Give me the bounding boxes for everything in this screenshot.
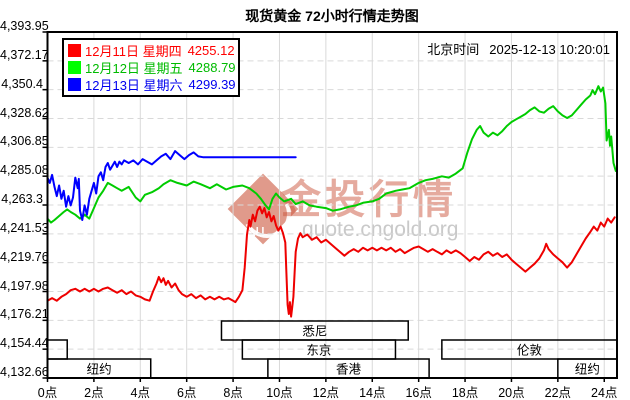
legend-row-friday: 12月12日 星期五 4288.79 [68,59,238,76]
x-axis-label: 18点 [451,386,479,400]
x-axis-label: 0点 [37,386,58,400]
y-axis-label: 4,306.85 [0,134,49,149]
session-label: 香港 [336,363,362,377]
legend-row-thursday: 12月11日 星期四 4255.12 [68,42,238,59]
x-axis-label: 2点 [84,386,104,400]
session-label: 东京 [306,344,331,358]
x-axis-label: 8点 [223,386,243,400]
x-axis-label: 14点 [359,386,386,400]
legend-swatch-blue [68,77,81,91]
x-axis-label: 10点 [266,386,293,400]
x-axis-label: 6点 [176,386,197,400]
legend-date: 12月12日 星期五 [85,60,183,76]
legend-close-value: 4255.12 [187,42,235,58]
x-axis-label: 22点 [544,386,572,400]
y-axis-label: 4,263.3 [1,192,43,206]
page-title: 现货黄金 72小时行情走势图 [245,8,419,24]
x-axis-label: 12点 [312,386,340,400]
y-axis-label: 4,241.53 [0,220,49,235]
x-axis-label: 4点 [130,386,150,400]
x-axis-label: 24点 [591,386,618,400]
y-axis-label: 4,285.08 [0,163,49,178]
session-label: 伦敦 [517,343,543,358]
y-axis-label: 4,219.76 [0,249,49,264]
beijing-time: 北京时间 2025-12-13 10:20:01 [427,39,610,58]
chart-legend: 12月11日 星期四 4255.12 12月12日 星期五 4288.79 12… [62,38,240,97]
x-axis-label: 16点 [405,386,432,400]
watermark-brand-text: 金投行情 [281,178,457,222]
legend-swatch-green [68,60,81,74]
y-axis-label: 4,393.95 [0,19,49,33]
price-line [46,150,297,221]
y-axis-label: 4,176.21 [0,307,49,322]
price-line [46,205,616,318]
session-label: 纽约 [87,362,112,377]
session-label: 悉尼 [302,325,327,339]
watermark-site-url: quote.cngold.org [302,218,459,241]
session-label: 纽约 [575,362,600,377]
y-axis-label: 4,328.62 [0,105,49,120]
legend-close-value: 4299.39 [188,76,236,92]
y-axis-label: 4,154.44 [0,336,49,351]
y-axis-label: 4,197.98 [0,278,49,293]
y-axis-label: 4,350.4 [1,76,43,91]
beijing-time-label: 北京时间 [427,42,480,57]
y-axis-label: 4,372.17 [0,47,49,62]
legend-swatch-red [68,43,81,57]
price-line [46,85,617,224]
legend-close-value: 4288.79 [188,59,236,75]
y-axis-label: 4,132.66 [0,365,49,379]
legend-row-saturday: 12月13日 星期六 4299.39 [68,76,238,93]
legend-date: 12月11日 星期四 [85,43,182,59]
beijing-time-value: 2025-12-13 10:20:01 [489,42,610,57]
legend-date: 12月13日 星期六 [85,77,183,93]
x-axis-label: 20点 [498,386,525,400]
